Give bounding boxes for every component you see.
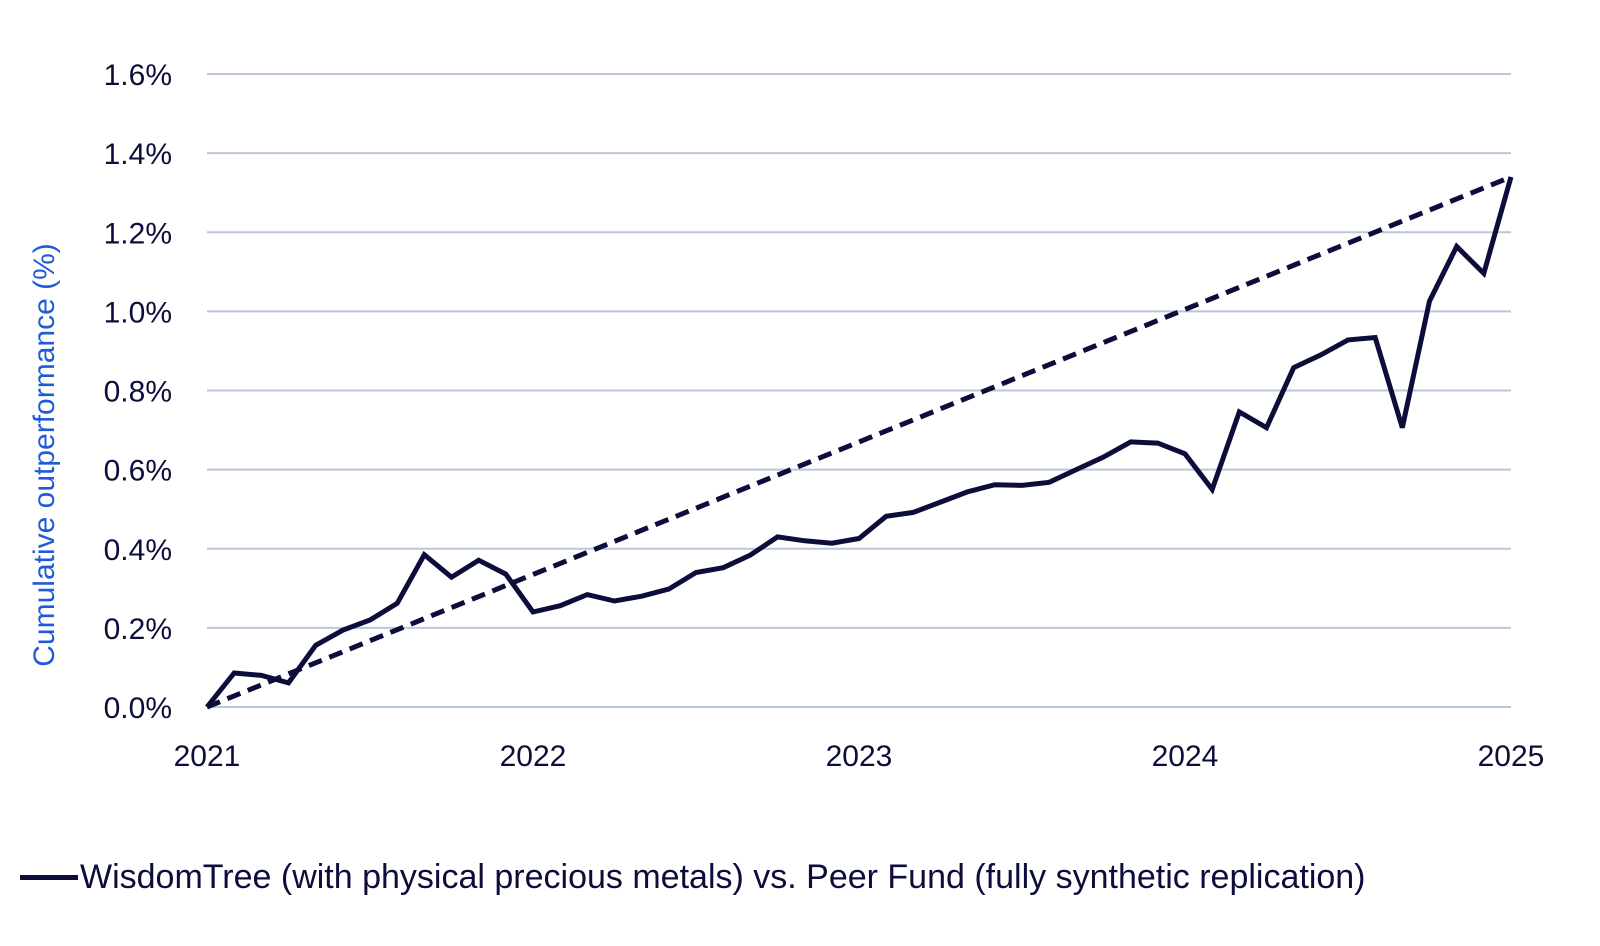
series-lines (205, 174, 1514, 710)
y-axis-ticks: 0.0% 0.2% 0.4% 0.6% 0.8% 1.0% 1.2% 1.4% 1.6% (104, 59, 172, 725)
x-tick-label: 2024 (1152, 740, 1219, 773)
x-axis-ticks: 2021 2022 2023 2024 2025 (174, 740, 1545, 773)
y-tick-label: 0.6% (104, 455, 172, 488)
y-tick-label: 1.0% (104, 296, 172, 329)
series-line-outperformance (205, 176, 1514, 709)
gridlines (207, 73, 1511, 708)
x-tick-label: 2022 (500, 740, 567, 773)
y-tick-label: 0.8% (104, 376, 172, 409)
y-tick-label: 0.4% (104, 534, 172, 567)
legend-label: WisdomTree (with physical precious metal… (80, 858, 1366, 896)
y-tick-label: 0.0% (104, 692, 172, 725)
legend: WisdomTree (with physical precious metal… (20, 858, 1366, 897)
x-tick-label: 2021 (174, 740, 241, 773)
y-tick-label: 0.2% (104, 613, 172, 646)
y-tick-label: 1.4% (104, 138, 172, 171)
y-tick-label: 1.2% (104, 217, 172, 250)
trend-line-dashed (206, 174, 1512, 710)
y-tick-label: 1.6% (104, 59, 172, 92)
legend-line-swatch (20, 875, 78, 880)
x-tick-label: 2023 (826, 740, 893, 773)
y-axis-label: Cumulative outperformance (%) (28, 243, 61, 667)
x-tick-label: 2025 (1478, 740, 1545, 773)
